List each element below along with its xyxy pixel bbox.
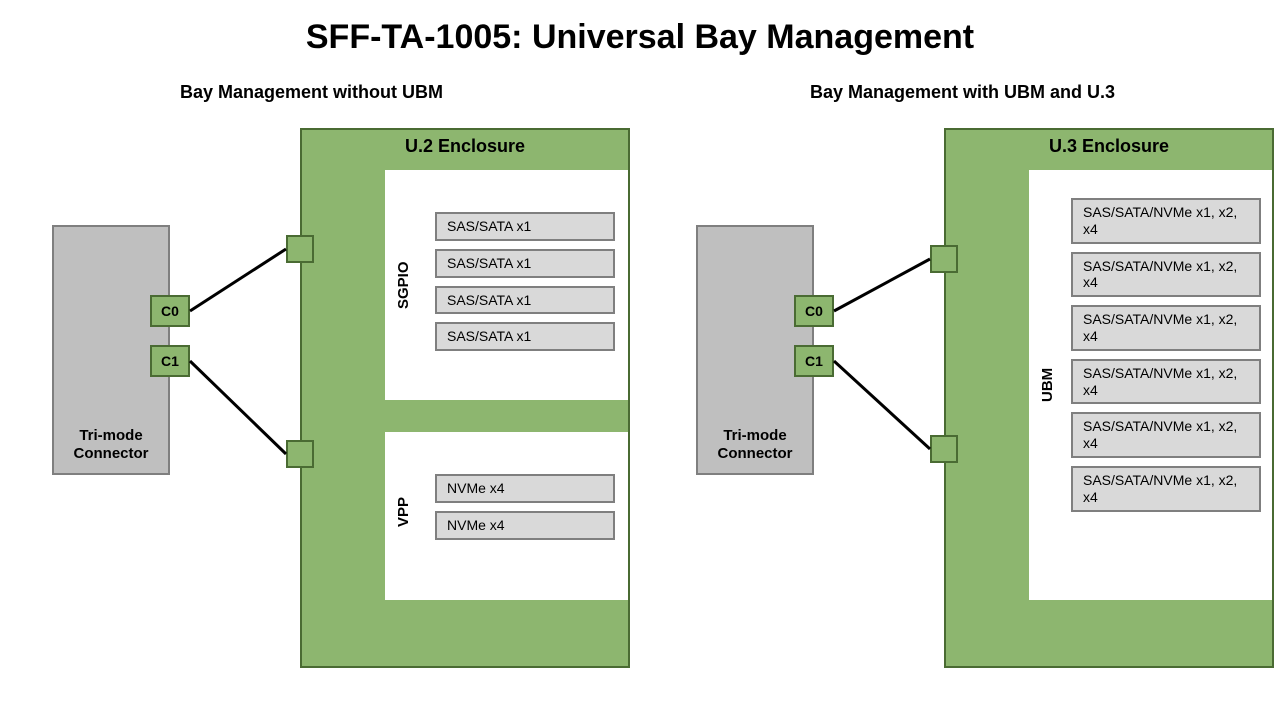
slot-sas-sata: SAS/SATA x1	[435, 322, 615, 351]
right-edge-square-0	[930, 245, 958, 273]
right-port-c0: C0	[794, 295, 834, 327]
left-vpp-slots: NVMe x4 NVMe x4	[435, 474, 615, 540]
diagram-stage: SFF-TA-1005: Universal Bay Management Ba…	[0, 0, 1280, 720]
left-connector-label: Tri-modeConnector	[54, 427, 168, 463]
slot-all: SAS/SATA/NVMe x1, x2, x4	[1071, 198, 1261, 244]
right-enclosure-title: U.3 Enclosure	[946, 136, 1272, 157]
left-panel-vpp: VPP NVMe x4 NVMe x4	[385, 432, 628, 600]
slot-sas-sata: SAS/SATA x1	[435, 212, 615, 241]
slot-nvme: NVMe x4	[435, 511, 615, 540]
left-port-c0: C0	[150, 295, 190, 327]
right-port-c0-label: C0	[805, 303, 823, 319]
right-edge-square-1	[930, 435, 958, 463]
left-subtitle: Bay Management without UBM	[180, 82, 443, 103]
page-title: SFF-TA-1005: Universal Bay Management	[0, 18, 1280, 57]
right-port-c1: C1	[794, 345, 834, 377]
right-subtitle: Bay Management with UBM and U.3	[810, 82, 1115, 103]
slot-all: SAS/SATA/NVMe x1, x2, x4	[1071, 305, 1261, 351]
left-edge-square-1	[286, 440, 314, 468]
left-connector-label-text: Tri-modeConnector	[74, 427, 149, 462]
slot-nvme: NVMe x4	[435, 474, 615, 503]
left-panel-vpp-label: VPP	[395, 482, 412, 542]
slot-all: SAS/SATA/NVMe x1, x2, x4	[1071, 359, 1261, 405]
left-port-c0-label: C0	[161, 303, 179, 319]
slot-all: SAS/SATA/NVMe x1, x2, x4	[1071, 412, 1261, 458]
right-connector-label-text: Tri-modeConnector	[718, 427, 793, 462]
slot-all: SAS/SATA/NVMe x1, x2, x4	[1071, 466, 1261, 512]
left-enclosure-title: U.2 Enclosure	[302, 136, 628, 157]
left-panel-sgpio-label: SGPIO	[395, 230, 412, 340]
left-port-c1-label: C1	[161, 353, 179, 369]
right-panel-ubm: UBM SAS/SATA/NVMe x1, x2, x4 SAS/SATA/NV…	[1029, 170, 1272, 600]
left-sgpio-slots: SAS/SATA x1 SAS/SATA x1 SAS/SATA x1 SAS/…	[435, 212, 615, 351]
left-panel-sgpio: SGPIO SAS/SATA x1 SAS/SATA x1 SAS/SATA x…	[385, 170, 628, 400]
slot-all: SAS/SATA/NVMe x1, x2, x4	[1071, 252, 1261, 298]
right-port-c1-label: C1	[805, 353, 823, 369]
slot-sas-sata: SAS/SATA x1	[435, 249, 615, 278]
right-ubm-slots: SAS/SATA/NVMe x1, x2, x4 SAS/SATA/NVMe x…	[1071, 198, 1261, 512]
left-port-c1: C1	[150, 345, 190, 377]
right-connector-label: Tri-modeConnector	[698, 427, 812, 463]
right-panel-ubm-label: UBM	[1039, 330, 1056, 440]
left-edge-square-0	[286, 235, 314, 263]
slot-sas-sata: SAS/SATA x1	[435, 286, 615, 315]
